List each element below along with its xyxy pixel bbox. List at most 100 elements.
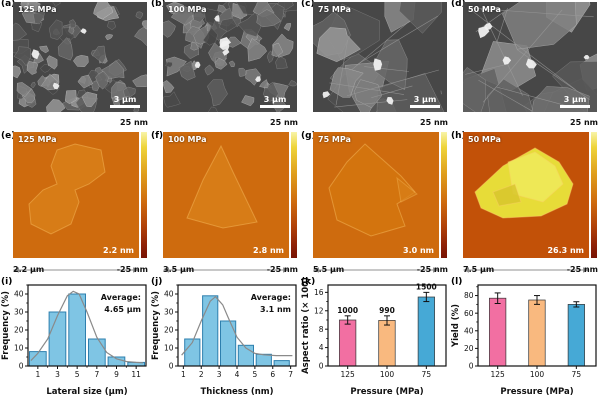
sem-flake bbox=[13, 46, 32, 67]
y-tick-label: 12 bbox=[314, 306, 324, 315]
afm-panel-e: 25 nm (e) 125 MPa 2.2 nm 2.2 μm -25 nm bbox=[0, 118, 150, 278]
sem-flake bbox=[21, 88, 36, 103]
pressure-label: 50 MPa bbox=[468, 135, 501, 144]
sem-flake bbox=[95, 70, 109, 90]
sem-micrograph bbox=[163, 2, 297, 112]
thickness-label: 26.3 nm bbox=[547, 246, 584, 255]
sem-flake bbox=[228, 60, 236, 68]
bar bbox=[48, 311, 67, 367]
colorbar-max-label: 25 nm bbox=[120, 118, 148, 127]
panel-label-l: (l) bbox=[451, 277, 463, 287]
sem-flake bbox=[238, 67, 248, 77]
sem-flake bbox=[245, 68, 262, 86]
sem-crack-line bbox=[478, 79, 533, 112]
histogram-lateral-size: 0 10 20 30 40 1 3 5 7 9 11 Lateral size (μm) Frequen… bbox=[1, 284, 147, 397]
sem-crack-line bbox=[335, 39, 349, 105]
sem-row: (a) 125 MPa 3 μm (b) 100 MPa 3 μm bbox=[0, 0, 600, 118]
sem-flake bbox=[163, 91, 181, 108]
panel-label-e: (e) bbox=[1, 131, 16, 141]
scale-bar: 3 μm bbox=[410, 96, 440, 108]
sem-flake bbox=[69, 19, 77, 29]
sem-flake bbox=[207, 79, 228, 107]
panel-label-j: (j) bbox=[151, 277, 163, 287]
sem-flake bbox=[111, 97, 121, 108]
sem-flake bbox=[192, 7, 206, 23]
scale-bar-label: 3 μm bbox=[563, 95, 587, 104]
pressure-label: 125 MPa bbox=[18, 135, 57, 144]
sem-flake bbox=[218, 18, 238, 32]
sem-flake bbox=[52, 2, 62, 8]
sem-bright-flake bbox=[222, 48, 230, 56]
sem-flake bbox=[288, 80, 297, 87]
y-tick-label: 8 bbox=[319, 325, 324, 334]
y-axis-title: Yield (%) bbox=[451, 304, 461, 348]
sem-micrograph bbox=[463, 2, 597, 112]
afm-flake bbox=[28, 143, 106, 235]
sem-flake bbox=[141, 20, 147, 30]
sem-flake bbox=[217, 4, 228, 13]
thickness-label: 3.0 nm bbox=[403, 246, 434, 255]
height-colorbar bbox=[291, 132, 297, 258]
sem-flake bbox=[329, 67, 364, 98]
sem-crack-line bbox=[358, 15, 439, 65]
afm-flake bbox=[492, 183, 522, 207]
panel-label-i: (i) bbox=[1, 277, 13, 287]
sem-flake bbox=[247, 38, 268, 62]
sem-flake bbox=[13, 22, 28, 41]
sem-flake bbox=[132, 74, 147, 88]
sem-bright-flake bbox=[386, 97, 394, 105]
sem-flake bbox=[72, 54, 89, 67]
x-tick-label: 1 bbox=[181, 370, 186, 379]
sem-flake bbox=[46, 99, 66, 112]
x-tick-label: 125 bbox=[341, 370, 356, 379]
histogram-thickness: 0 10 20 30 40 1 2 3 4 5 6 7 Thickness (nm) Frequency … bbox=[151, 284, 297, 397]
sem-crack-line bbox=[472, 7, 594, 18]
y-tick-label: 0 bbox=[319, 362, 324, 371]
sem-crack-line bbox=[329, 82, 404, 95]
sem-image-d: 50 MPa 3 μm bbox=[463, 2, 597, 112]
y-axis-title: Frequency (%) bbox=[1, 291, 11, 360]
y-tick-label: 40 bbox=[14, 290, 24, 299]
lateral-size-arrow bbox=[163, 259, 289, 273]
x-tick-label: 5 bbox=[252, 370, 257, 379]
sem-panel-a: (a) 125 MPa 3 μm bbox=[0, 0, 150, 118]
chart-panel-j: 0 10 20 30 40 1 2 3 4 5 6 7 Thickness (nm) Frequency … bbox=[150, 278, 300, 401]
colorbar-max-label: 25 nm bbox=[270, 118, 298, 127]
x-tick-label: 100 bbox=[530, 370, 545, 379]
y-tick-label: 10 bbox=[164, 344, 174, 353]
sem-flake bbox=[57, 37, 74, 61]
sem-flake bbox=[202, 27, 218, 46]
sem-flake bbox=[105, 34, 114, 41]
lateral-size-arrow bbox=[13, 259, 139, 273]
sem-flake bbox=[170, 5, 194, 26]
sem-flake bbox=[190, 41, 199, 51]
colorbar-max-label: 25 nm bbox=[420, 118, 448, 127]
scale-bar-line bbox=[560, 105, 590, 108]
sem-bright-flake bbox=[322, 91, 331, 99]
sem-flake bbox=[163, 80, 175, 94]
x-axis-title: Lateral size (μm) bbox=[46, 387, 127, 397]
bar-value-label: 990 bbox=[379, 306, 395, 315]
scale-bar: 3 μm bbox=[110, 96, 140, 108]
y-tick-label: 10 bbox=[14, 344, 24, 353]
panel-label-f: (f) bbox=[151, 131, 164, 141]
y-axis-title: Frequency (%) bbox=[151, 291, 161, 360]
sem-crack-line bbox=[351, 20, 411, 70]
sem-crack-line bbox=[480, 8, 523, 96]
sem-bright-flake bbox=[194, 61, 201, 68]
afm-topograph bbox=[463, 132, 589, 258]
afm-flake bbox=[328, 143, 416, 237]
scale-bar-line bbox=[110, 105, 140, 108]
sem-image-a: 125 MPa 3 μm bbox=[13, 2, 147, 112]
sem-bright-flake bbox=[31, 49, 40, 60]
sem-bright-flake bbox=[373, 58, 383, 71]
y-tick-label: 20 bbox=[164, 326, 174, 335]
sem-flake bbox=[135, 11, 144, 20]
annotation-text: Average: bbox=[101, 293, 141, 302]
sem-bright-flake bbox=[255, 76, 261, 82]
bar-value-label: 1500 bbox=[416, 282, 437, 291]
sem-flake bbox=[501, 2, 577, 50]
sem-flake bbox=[107, 21, 117, 31]
sem-flake bbox=[207, 106, 218, 112]
